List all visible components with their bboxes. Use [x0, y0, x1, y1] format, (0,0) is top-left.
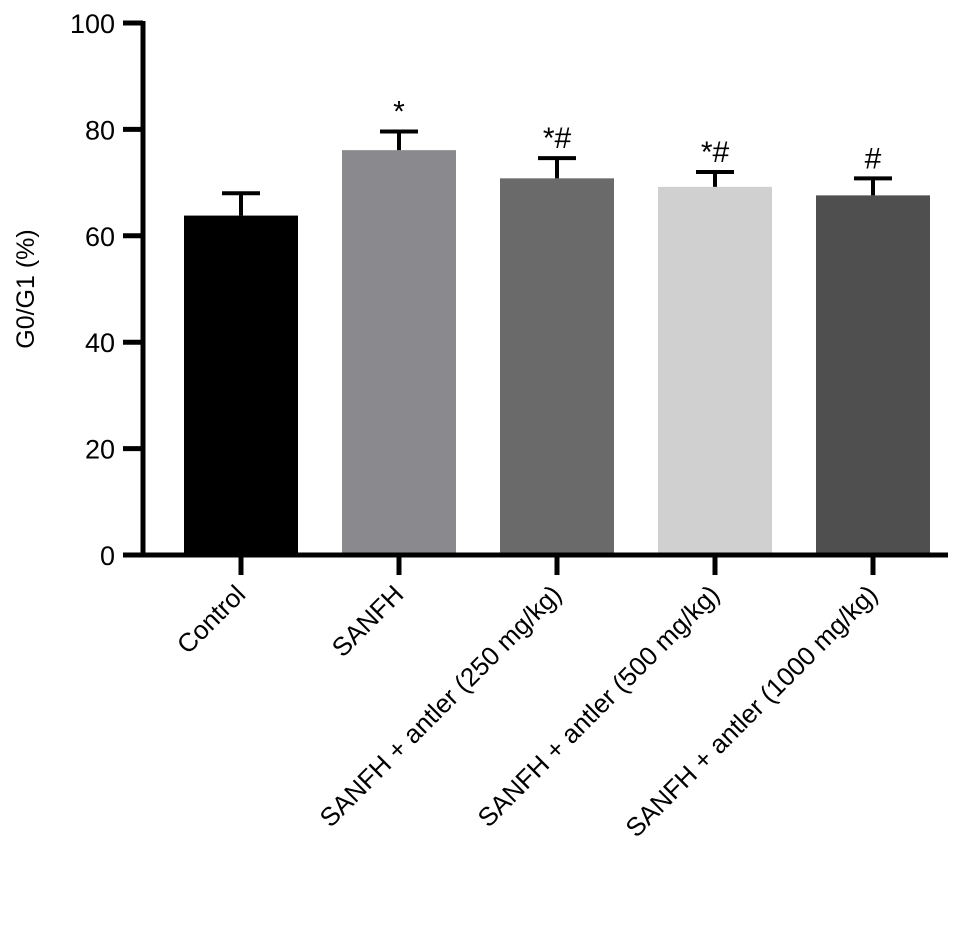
y-tick-label-0: 0 — [100, 541, 115, 571]
y-axis-title: G0/G1 (%) — [12, 229, 40, 348]
bar-4 — [816, 195, 930, 556]
category-label-4: SANFH + antler (1000 mg/kg) — [619, 579, 883, 843]
y-tick-label-40: 40 — [85, 328, 115, 358]
y-tick-label-80: 80 — [85, 115, 115, 145]
category-label-0: Control — [171, 579, 251, 659]
significance-label-1: * — [393, 96, 405, 129]
significance-label-3: *# — [701, 136, 730, 169]
y-tick-label-100: 100 — [70, 9, 115, 39]
bar-0 — [184, 215, 298, 556]
bar-3 — [658, 186, 772, 555]
significance-label-2: *# — [543, 122, 572, 155]
category-label-1: SANFH — [326, 579, 410, 663]
bar-2 — [500, 178, 614, 555]
y-tick-label-20: 20 — [85, 435, 115, 465]
significance-label-4: # — [865, 142, 882, 175]
y-tick-label-60: 60 — [85, 222, 115, 252]
bar-1 — [342, 150, 456, 555]
